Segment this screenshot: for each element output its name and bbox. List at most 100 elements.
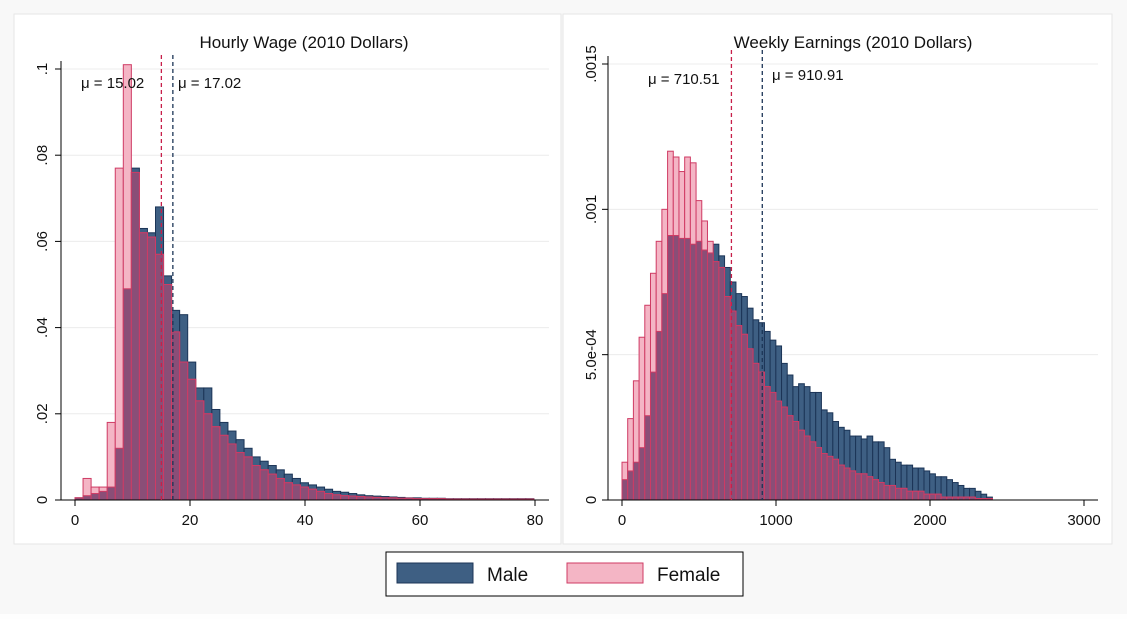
bar-overlap <box>299 486 309 501</box>
bar-overlap <box>866 476 874 501</box>
bar-overlap <box>826 455 834 501</box>
bar-overlap <box>786 415 794 501</box>
legend-label-male: Male <box>487 565 528 586</box>
x-tick-label: 60 <box>412 512 429 529</box>
x-tick-label: 0 <box>71 512 79 529</box>
y-tick-label: .06 <box>34 231 51 252</box>
x-tick-label: 1000 <box>759 512 792 529</box>
mean-label-male: μ = 910.91 <box>772 67 844 84</box>
bar-overlap <box>809 441 817 501</box>
bar-overlap <box>211 426 221 501</box>
y-tick-label: .02 <box>34 403 51 424</box>
bar-overlap <box>684 237 691 501</box>
bar-overlap <box>267 473 277 501</box>
panel-background <box>13 13 562 545</box>
bar-overlap <box>621 479 629 501</box>
bar-overlap <box>259 469 269 501</box>
bar-overlap <box>203 413 213 501</box>
bar-overlap <box>843 467 851 501</box>
bar-overlap <box>917 490 925 501</box>
bar-overlap <box>832 458 840 501</box>
legend-box <box>385 551 744 597</box>
bar-overlap <box>815 447 822 501</box>
bar-overlap <box>712 261 720 501</box>
bar-overlap <box>877 482 885 501</box>
x-tick-label: 0 <box>618 512 626 529</box>
bar-overlap <box>689 243 697 501</box>
bar-overlap <box>667 234 674 501</box>
bar-overlap <box>758 371 765 501</box>
bar-overlap <box>695 240 703 501</box>
bar-overlap <box>661 293 669 501</box>
bar-overlap <box>763 386 771 501</box>
bar-overlap <box>838 464 845 501</box>
bar-overlap <box>701 249 708 501</box>
bar-overlap <box>781 406 788 501</box>
bar-overlap <box>324 493 334 501</box>
y-tick-label: .001 <box>583 195 600 224</box>
legend-swatch-male <box>396 562 474 584</box>
bar-overlap <box>746 348 754 501</box>
bar-overlap <box>291 484 301 501</box>
bar-overlap <box>672 234 680 501</box>
bar-overlap <box>775 400 783 501</box>
bar-overlap <box>724 296 731 501</box>
y-tick-label: .08 <box>34 145 51 166</box>
legend: Male Female <box>385 551 744 597</box>
bar-overlap <box>122 288 132 501</box>
bar-overlap <box>251 465 261 501</box>
bar-overlap <box>769 391 777 501</box>
bar-overlap <box>934 493 942 501</box>
bar-overlap <box>227 443 237 501</box>
bar-overlap <box>138 232 148 501</box>
bar-overlap <box>82 495 92 501</box>
y-tick-label: 0 <box>583 496 600 504</box>
y-tick-label: 5.0e-04 <box>583 329 600 380</box>
bar-overlap <box>187 378 197 501</box>
bar-overlap <box>632 461 640 501</box>
bar-overlap <box>114 447 124 501</box>
legend-swatch-female <box>566 562 644 584</box>
chart-title: Hourly Wage (2010 Dollars) <box>199 33 408 52</box>
bar-overlap <box>655 330 663 501</box>
x-tick-label: 20 <box>182 512 199 529</box>
bar-overlap <box>752 362 760 501</box>
bar-overlap <box>912 490 919 501</box>
bar-overlap <box>929 493 936 501</box>
bar-overlap <box>735 325 743 501</box>
bar-overlap <box>348 495 358 501</box>
bar-overlap <box>316 490 326 501</box>
bar-overlap <box>627 470 634 501</box>
bar-overlap <box>130 171 140 501</box>
bar-overlap <box>195 400 205 501</box>
bar-overlap <box>106 486 116 501</box>
bar-overlap <box>235 452 245 501</box>
bar-overlap <box>895 487 902 501</box>
bar-overlap <box>889 484 897 501</box>
bar-overlap <box>718 266 726 501</box>
y-tick-label: .04 <box>34 317 51 338</box>
bar-overlap <box>860 473 868 501</box>
bar-male <box>940 476 948 501</box>
bar-overlap <box>741 333 748 501</box>
x-tick-label: 3000 <box>1067 512 1100 529</box>
bar-overlap <box>163 284 173 501</box>
weekly-earnings-panel: 0 5.0e-04 .001 .0015 0 1000 2000 3000 μ = 710.51… <box>562 13 1113 545</box>
bar-overlap <box>332 494 342 501</box>
legend-label-female: Female <box>657 565 720 586</box>
bar-overlap <box>356 496 366 501</box>
mean-label-male: μ = 17.02 <box>178 75 241 92</box>
bar-overlap <box>798 429 805 501</box>
bar-overlap <box>243 456 253 501</box>
bar-overlap <box>98 490 108 501</box>
bar-overlap <box>706 252 714 501</box>
chart-title: Weekly Earnings (2010 Dollars) <box>734 33 973 52</box>
bar-overlap <box>849 470 857 501</box>
bar-overlap <box>219 434 229 501</box>
mean-label-female: μ = 710.51 <box>648 71 720 88</box>
x-tick-label: 80 <box>527 512 544 529</box>
bar-overlap <box>307 488 318 501</box>
hourly-wage-panel: 0 .02 .04 .06 .08 .1 0 20 40 60 80 μ = 15.02 μ = 17.… <box>13 13 562 545</box>
